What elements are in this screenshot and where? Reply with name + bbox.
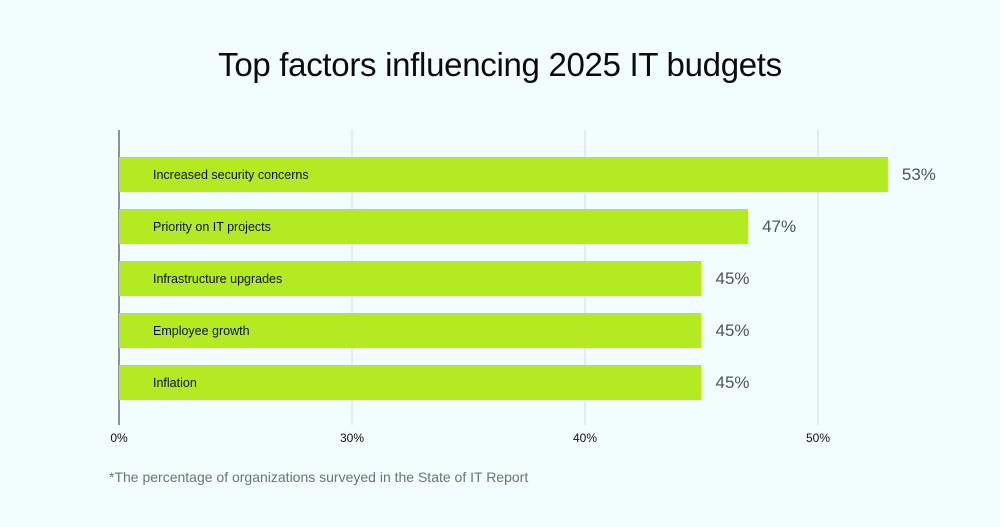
footnote: *The percentage of organizations surveye… (109, 469, 529, 485)
bar-value-label: 45% (716, 269, 750, 288)
x-tick-label: 30% (340, 431, 364, 445)
bar-value-label: 47% (762, 217, 796, 236)
bar-value-label: 45% (716, 373, 750, 392)
bar (119, 209, 749, 244)
bar (119, 313, 702, 348)
x-tick-label: 40% (573, 431, 597, 445)
chart-title: Top factors influencing 2025 IT budgets (218, 46, 782, 83)
bar (119, 261, 702, 296)
x-tick-label: 0% (110, 431, 128, 445)
bar-category-label: Increased security concerns (153, 168, 309, 182)
bar-value-label: 53% (902, 165, 936, 184)
bar-value-label: 45% (716, 321, 750, 340)
bar (119, 157, 888, 192)
bar-category-label: Priority on IT projects (153, 220, 271, 234)
x-tick-label: 50% (806, 431, 830, 445)
bar-category-label: Inflation (153, 376, 197, 390)
bar-category-label: Infrastructure upgrades (153, 272, 282, 286)
bar-category-label: Employee growth (153, 324, 250, 338)
bar (119, 365, 702, 400)
